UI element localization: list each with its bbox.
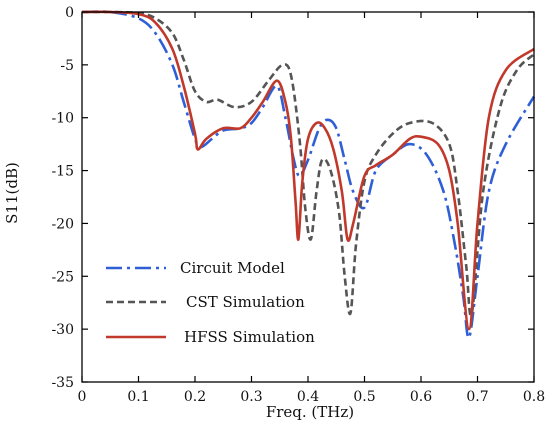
x-tick-label: 0.1	[127, 389, 149, 405]
x-tick-label: 0.3	[240, 389, 262, 405]
y-tick-label: -10	[51, 111, 74, 127]
y-tick-label: -35	[51, 375, 74, 391]
x-tick-label: 0.7	[466, 389, 488, 405]
y-tick-label: 0	[65, 5, 74, 21]
y-axis-title: S11(dB)	[3, 162, 21, 224]
x-tick-label: 0.4	[297, 389, 319, 405]
x-tick-label: 0.6	[410, 389, 432, 405]
x-tick-label: 0.5	[353, 389, 375, 405]
y-tick-label: -25	[51, 269, 74, 285]
series-line-0	[81, 10, 536, 339]
legend-label: Circuit Model	[180, 259, 285, 277]
x-tick-label: 0.2	[184, 389, 206, 405]
x-tick-label: 0.8	[523, 389, 545, 405]
legend: Circuit Model CST Simulation HFSS Simulati…	[106, 259, 315, 346]
x-axis-title: Freq. (THz)	[266, 403, 354, 421]
y-tick-label: -30	[51, 322, 74, 338]
y-tick-label: -15	[51, 164, 74, 180]
y-tick-label: -5	[60, 58, 74, 74]
x-tick-label: 0	[78, 389, 87, 405]
legend-label: CST Simulation	[186, 293, 305, 311]
legend-label: HFSS Simulation	[184, 328, 315, 346]
series-line-1	[81, 10, 535, 317]
ticks-layer: 0 0.1 0.2 0.3 0.4 0.5 0.6 0.7 0.8 0 -5 -10 -15 -20 -25…	[51, 5, 545, 405]
series-layer	[81, 10, 536, 339]
y-tick-label: -20	[51, 216, 74, 232]
series-line-2	[81, 10, 535, 331]
